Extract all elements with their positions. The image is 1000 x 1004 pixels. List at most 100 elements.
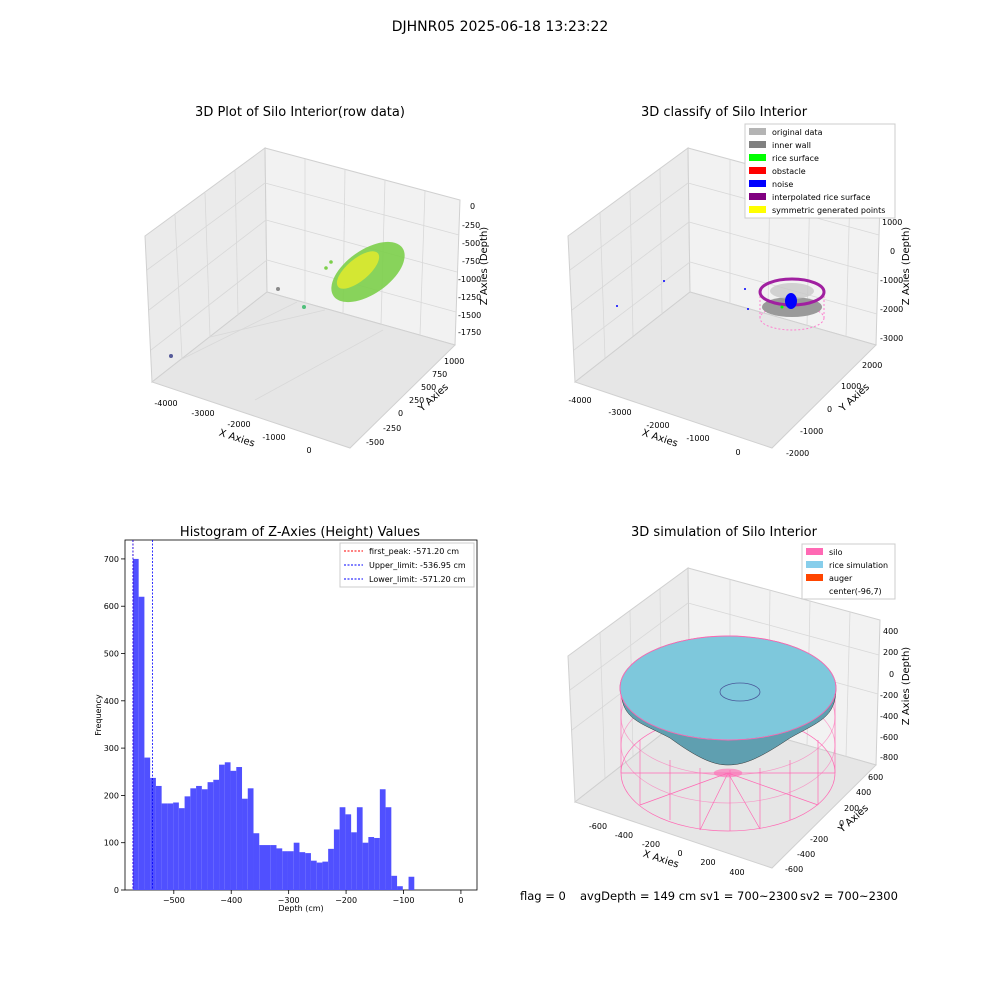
plot4-ytick: -400 <box>797 850 815 859</box>
plot4-legend-swatch <box>806 548 823 555</box>
plot3-bars <box>132 558 415 890</box>
plot1-xtick: -1000 <box>262 433 285 442</box>
plot4-floor-pane <box>573 711 877 869</box>
plot2-ytick: -2000 <box>786 449 809 458</box>
plot4-ytick: 0 <box>839 819 844 828</box>
plot3-vlines <box>132 540 153 890</box>
plot2-legend-label: rice surface <box>772 154 819 163</box>
plot1-point-cloud-yellow <box>336 251 380 289</box>
histogram-bar <box>138 596 145 890</box>
plot1-ztick: 0 <box>470 202 475 211</box>
plot3-x-ticks: −500 −400 −300 −200 −100 0 <box>163 890 463 905</box>
plot2-xtick: 0 <box>735 448 740 457</box>
plot4-ztick: 200 <box>883 648 898 657</box>
histogram-bar <box>201 789 208 890</box>
y-tick-label: 0 <box>114 886 119 895</box>
histogram-bar <box>230 770 237 890</box>
plot3-title: Histogram of Z-Axies (Height) Values <box>180 525 420 540</box>
plot2-legend-label: symmetric generated points <box>772 206 885 215</box>
histogram-bar <box>351 832 357 890</box>
histogram-bar <box>196 785 202 890</box>
histogram-bar <box>242 798 248 890</box>
plot4-rice-surface-top <box>619 635 837 741</box>
histogram-bar <box>374 837 380 890</box>
plot2-ytick: 2000 <box>862 361 882 370</box>
histogram-bar <box>362 842 369 890</box>
plot1-ztick: -1500 <box>458 311 481 320</box>
plot1-ytick: 500 <box>421 383 436 392</box>
plot1-xtick: -4000 <box>154 399 177 408</box>
plot2-ytick: 1000 <box>841 382 861 391</box>
plot2-legend-swatch <box>749 128 766 135</box>
plot4-legend-swatch <box>806 561 823 568</box>
plot2-z-ticks: 1000 0 -1000 -2000 -3000 <box>880 218 903 343</box>
x-tick-label: −100 <box>393 896 415 905</box>
plot2-x-ticks: -4000 -3000 -2000 -1000 0 <box>568 396 740 457</box>
plot3-legend-label: Lower_limit: -571.20 cm <box>369 575 466 584</box>
plot3-y-ticks: 0 100 200 300 400 500 600 700 <box>104 555 125 895</box>
plot4-xtick: -200 <box>642 840 660 849</box>
plot4-ytick: -200 <box>810 835 828 844</box>
x-tick-label: 0 <box>458 896 463 905</box>
histogram-bar <box>408 876 415 890</box>
plot2-ztick: 0 <box>890 247 895 256</box>
plot2-y-ticks: -2000 -1000 0 1000 2000 <box>786 361 882 458</box>
plot4-z-ticks: 400 200 0 -200 -400 -600 -800 <box>880 627 898 762</box>
y-tick-label: 500 <box>104 650 119 659</box>
plot2-legend-swatch <box>749 206 766 213</box>
histogram-bar <box>144 757 151 890</box>
plot2-legend-label: original data <box>772 128 823 137</box>
histogram-bar <box>287 851 294 890</box>
plot2-legend-swatch <box>749 167 766 174</box>
plot1-ytick: -250 <box>383 424 401 433</box>
plot2-noise-point <box>747 308 749 310</box>
histogram-bar <box>345 814 352 890</box>
status-flag: flag = 0 <box>520 889 566 903</box>
plot1-zlabel: Z Axies (Depth) <box>479 227 490 305</box>
histogram-bar <box>224 762 231 890</box>
plot2-legend-swatch <box>749 141 766 148</box>
plot4-ztick: -600 <box>880 733 898 742</box>
histogram-bar <box>356 807 363 890</box>
histogram-bar <box>282 851 288 890</box>
plot3-histogram: Histogram of Z-Axies (Height) Values −50… <box>94 525 478 913</box>
plot4-ytick: 600 <box>868 773 883 782</box>
plot4-ztick: -800 <box>880 753 898 762</box>
histogram-bar <box>190 788 197 890</box>
histogram-bar <box>310 860 317 890</box>
histogram-bar <box>385 807 392 890</box>
status-sv2: sv2 = 700~2300 <box>800 889 898 903</box>
plot1-x-ticks: -4000 -3000 -2000 -1000 0 <box>154 399 311 455</box>
histogram-bar <box>322 861 329 890</box>
histogram-bar <box>207 782 214 890</box>
histogram-bar <box>276 848 283 890</box>
plot2-rice-point <box>780 305 784 309</box>
y-tick-label: 600 <box>104 602 119 611</box>
plot4-zlabel: Z Axies (Depth) <box>901 647 912 725</box>
plot4-ztick: -400 <box>880 712 898 721</box>
histogram-bar <box>161 803 168 890</box>
plot4-auger-marker <box>719 682 761 702</box>
plot1-ztick: -500 <box>462 239 480 248</box>
plot2-legend-label: inner wall <box>772 141 811 150</box>
plot2-xtick: -1000 <box>686 434 709 443</box>
plot2-legend-frame <box>744 123 896 219</box>
plot2-ytick: 0 <box>827 405 832 414</box>
histogram-bar <box>178 808 185 890</box>
figure-suptitle: DJHNR05 2025-06-18 13:23:22 <box>392 19 609 35</box>
plot2-noise-point <box>616 305 618 307</box>
plot1-xlabel: X Axies <box>218 428 257 450</box>
plot3-xlabel: Depth (cm) <box>278 904 323 913</box>
plot2-xtick: -2000 <box>646 421 669 430</box>
plot4-xtick: 200 <box>700 858 715 867</box>
plot4-xtick: 0 <box>677 849 682 858</box>
x-tick-label: −400 <box>220 896 242 905</box>
plot2-floor-pane <box>573 291 877 449</box>
plot2-ztick: 1000 <box>882 218 902 227</box>
histogram-bar <box>368 837 375 890</box>
plot2-zlabel: Z Axies (Depth) <box>901 227 912 305</box>
plot1-ztick: -1000 <box>458 275 481 284</box>
plot4-silo-top-ring <box>619 635 837 741</box>
plot2-legend-swatch <box>749 154 766 161</box>
histogram-bar <box>328 848 334 890</box>
